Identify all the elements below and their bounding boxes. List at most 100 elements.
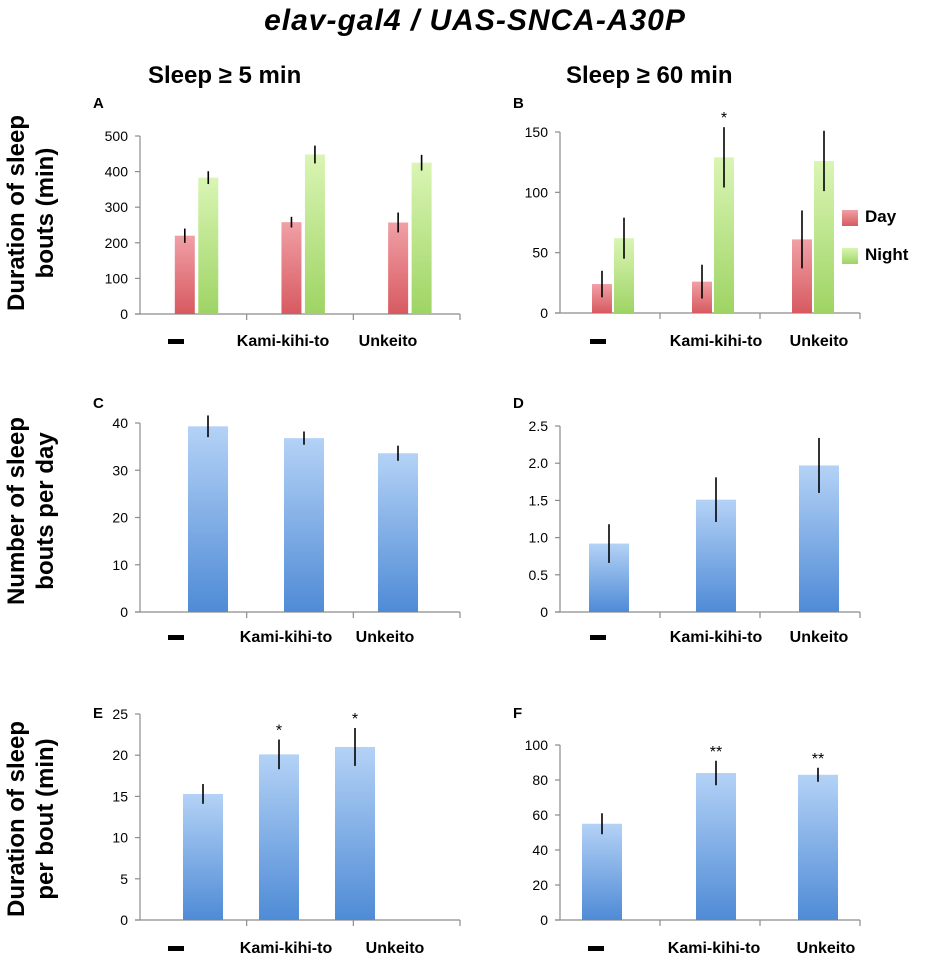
- x-tick-label: –: [172, 333, 181, 350]
- legend-day-swatch: [842, 209, 858, 226]
- y-tick-label: 400: [105, 164, 129, 180]
- legend-day-label: Day: [865, 207, 897, 226]
- x-tick-label: –: [172, 940, 181, 957]
- panel-letter: B: [513, 95, 524, 112]
- panel-letter: A: [93, 95, 104, 112]
- x-tick-label-dash: [168, 339, 184, 344]
- bar-all: [798, 774, 838, 920]
- bar-all: [696, 773, 736, 920]
- bar-night: [411, 162, 432, 314]
- x-tick-label: –: [592, 940, 601, 957]
- y-tick-label: 2.5: [529, 418, 549, 434]
- panel-A: A 0 100 200 300 400 500 – Kami-kihi-to Unkeito: [93, 95, 461, 350]
- y-tick-label: 100: [105, 270, 129, 286]
- x-tick-label: Unkeito: [366, 940, 425, 957]
- legend-night-label: Night: [865, 245, 909, 264]
- bar-all: [188, 426, 228, 612]
- panel-E: E 0 5 10 15 20 25 – Kami-kihi-to Unkeito * *: [93, 705, 461, 957]
- y-tick-label: 5: [120, 871, 128, 887]
- x-tick-label-dash: [590, 339, 606, 344]
- panel-letter: D: [513, 395, 524, 412]
- y-tick-label: 100: [525, 184, 549, 200]
- bar-all: [259, 754, 299, 920]
- bar-night: [814, 160, 834, 313]
- y-tick-label: 15: [112, 788, 128, 804]
- y-tick-label: 1.5: [529, 492, 549, 508]
- x-tick-label: –: [594, 629, 603, 646]
- panel-letter: C: [93, 395, 104, 412]
- y-tick-label: 30: [112, 462, 128, 478]
- panel-letter: E: [93, 705, 103, 722]
- y-tick-label: 10: [112, 557, 128, 573]
- bar-all: [284, 438, 324, 612]
- y-tick-label: 60: [532, 807, 548, 823]
- significance-marker: *: [352, 711, 358, 728]
- panel-letter: F: [513, 705, 522, 722]
- y-tick-label: 10: [112, 830, 128, 846]
- bar-all: [378, 453, 418, 612]
- y-tick-label: 20: [532, 877, 548, 893]
- x-tick-label: Kami-kihi-to: [240, 629, 333, 646]
- bar-night: [614, 238, 634, 313]
- legend-night-swatch: [842, 247, 858, 264]
- significance-marker: **: [710, 744, 722, 761]
- significance-marker: **: [812, 751, 824, 768]
- x-tick-label: Unkeito: [790, 629, 849, 646]
- y-tick-label: 0: [120, 912, 128, 928]
- legend-night: Night: [842, 245, 908, 265]
- y-tick-label: 0: [540, 305, 548, 321]
- y-tick-label: 150: [525, 124, 549, 140]
- bar-all: [183, 793, 223, 920]
- x-tick-label: Kami-kihi-to: [668, 940, 761, 957]
- y-tick-label: 0: [120, 604, 128, 620]
- y-tick-label: 2.0: [529, 455, 549, 471]
- y-tick-label: 20: [112, 510, 128, 526]
- x-tick-label: Unkeito: [790, 333, 849, 350]
- x-tick-label-dash: [168, 946, 184, 951]
- y-tick-label: 200: [105, 235, 129, 251]
- x-tick-label: Kami-kihi-to: [670, 629, 763, 646]
- significance-marker: *: [276, 723, 282, 740]
- bar-day: [792, 239, 812, 313]
- bar-night: [304, 154, 325, 314]
- x-tick-label: –: [594, 333, 603, 350]
- y-tick-label: 80: [532, 772, 548, 788]
- panel-B: B 0 50 100 150 – Kami-kihi-to Unkeito *: [513, 95, 861, 350]
- y-tick-label: 100: [525, 737, 549, 753]
- y-tick-label: 500: [105, 128, 129, 144]
- bar-day: [592, 284, 612, 313]
- y-tick-label: 25: [112, 706, 128, 722]
- y-tick-label: 20: [112, 747, 128, 763]
- x-tick-label: Unkeito: [797, 940, 856, 957]
- bar-night: [714, 157, 734, 313]
- significance-marker: *: [721, 110, 727, 127]
- y-tick-label: 300: [105, 199, 129, 215]
- x-tick-label: Kami-kihi-to: [240, 940, 333, 957]
- column-title-left: Sleep ≥ 5 min: [148, 62, 302, 89]
- bar-all: [582, 823, 622, 920]
- y-tick-label: 0.5: [529, 567, 549, 583]
- figure-title: elav-gal4 / UAS-SNCA-A30P: [264, 4, 686, 37]
- legend-day: Day: [842, 207, 896, 227]
- y-tick-label: 50: [532, 245, 548, 261]
- y-tick-label: 0: [120, 306, 128, 322]
- y-tick-label: 0: [540, 604, 548, 620]
- bar-day: [388, 222, 409, 314]
- bar-day: [174, 235, 195, 314]
- bar-all: [335, 746, 375, 920]
- bar-night: [198, 177, 219, 314]
- panel-C: C 0 10 20 30 40 – Kami-kihi-to Unkeito: [93, 395, 461, 646]
- x-tick-label-dash: [168, 635, 184, 640]
- panel-D: D 0 0.5 1.0 1.5 2.0 2.5 – Kami-kihi-to Unkeito: [513, 395, 861, 646]
- x-tick-label-dash: [588, 946, 604, 951]
- x-tick-label: Unkeito: [359, 333, 418, 350]
- x-tick-label-dash: [590, 635, 606, 640]
- panel-F: F 0 20 40 60 80 100 – Kami-kihi-to Unkeito ** **: [513, 705, 861, 957]
- x-tick-label: Kami-kihi-to: [670, 333, 763, 350]
- y-tick-label: 40: [112, 415, 128, 431]
- bar-day: [281, 222, 302, 314]
- y-tick-label: 0: [540, 912, 548, 928]
- y-tick-label: 40: [532, 842, 548, 858]
- x-tick-label: Kami-kihi-to: [237, 333, 330, 350]
